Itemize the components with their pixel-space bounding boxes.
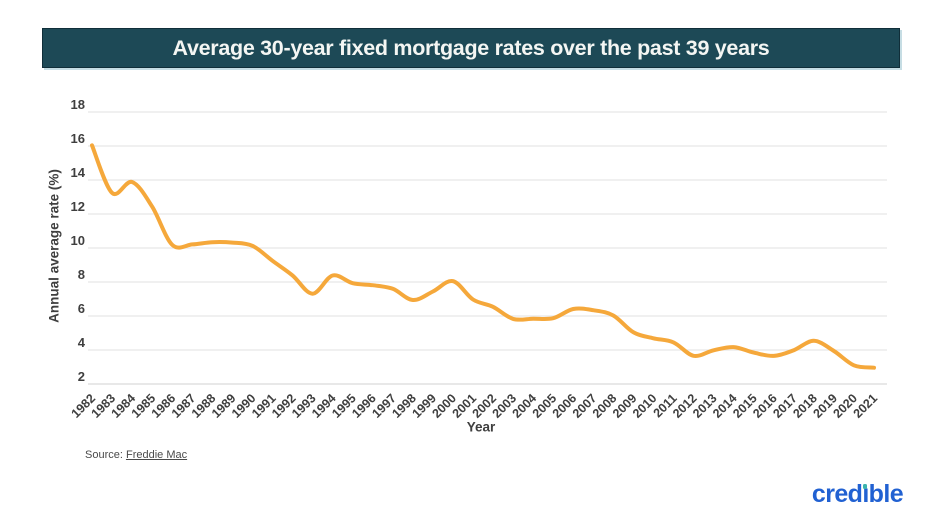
svg-text:4: 4	[78, 335, 86, 350]
svg-text:8: 8	[78, 267, 85, 282]
svg-text:14: 14	[71, 165, 86, 180]
source-link[interactable]: Freddie Mac	[125, 449, 188, 461]
svg-text:16: 16	[71, 131, 85, 146]
logo-text-post: ble	[868, 480, 904, 508]
x-axis-label: Year	[466, 419, 496, 435]
svg-text:18: 18	[71, 97, 85, 112]
source-caption: Source: Freddie Mac	[85, 449, 187, 461]
svg-text:2021: 2021	[851, 391, 881, 421]
logo-i-dot: ı	[862, 480, 869, 508]
y-axis-label: Annual average rate (%)	[46, 169, 62, 323]
svg-text:2: 2	[78, 369, 85, 384]
logo-text-pre: cred	[811, 480, 863, 508]
chart-title: Average 30-year fixed mortgage rates ove…	[172, 35, 770, 60]
source-label: Source:	[85, 449, 126, 461]
chart-title-bar: Average 30-year fixed mortgage rates ove…	[42, 28, 900, 68]
svg-text:6: 6	[78, 301, 85, 316]
credible-logo: credıble	[811, 480, 904, 509]
svg-text:12: 12	[71, 199, 85, 214]
svg-text:10: 10	[71, 233, 85, 248]
